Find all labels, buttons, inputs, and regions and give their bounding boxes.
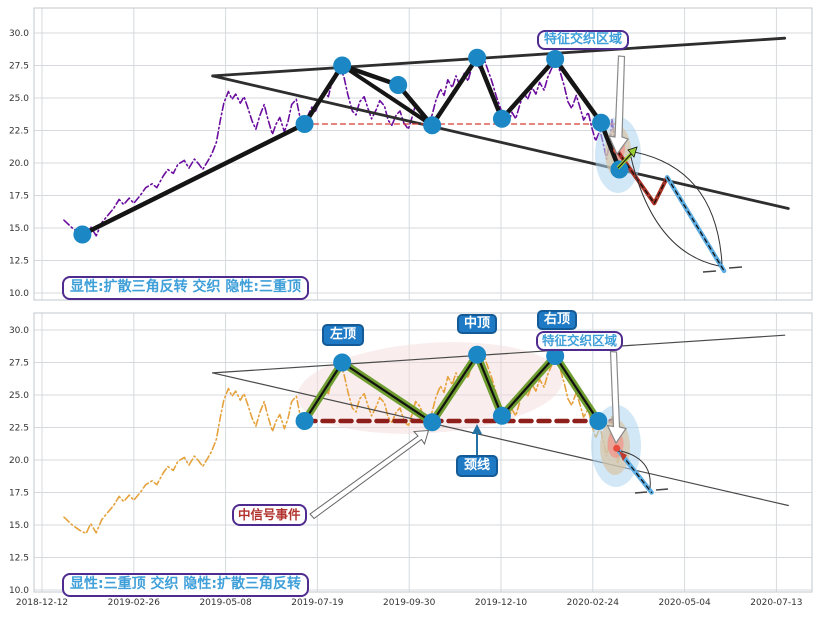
y-tick-label: 12.5	[9, 257, 29, 267]
middle-top-label: 中顶	[457, 314, 498, 335]
x-tick-label: 2020-07-13	[750, 598, 802, 608]
top-pivot-dot	[468, 48, 487, 67]
y-tick-label: 15.0	[9, 224, 29, 234]
y-tick-label: 25.0	[9, 94, 29, 104]
top-pivot-dot	[592, 113, 611, 132]
x-tick-label: 2019-09-30	[383, 598, 436, 608]
y-tick-label: 27.5	[9, 359, 29, 369]
y-tick-label: 15.0	[9, 521, 29, 531]
y-tick-label: 22.5	[9, 424, 29, 434]
y-tick-label: 30.0	[9, 29, 29, 39]
top-upper-trendline	[211, 36, 787, 78]
top-pivot-dot	[73, 225, 92, 244]
top-end-caps	[702, 266, 743, 273]
y-tick-label: 10.0	[9, 289, 29, 299]
bottom-pivot-dot	[546, 347, 565, 365]
y-tick-label: 30.0	[9, 326, 29, 336]
top-pivot-dot	[610, 160, 629, 179]
bottom-pivot-dot	[295, 412, 314, 430]
bottom-region-label: 特征交织区域	[536, 331, 624, 351]
x-tick-label: 2019-07-19	[291, 598, 344, 608]
neckline-label: 颈线	[456, 455, 499, 478]
top-projection-leg-overlay	[666, 176, 725, 272]
y-tick-label: 12.5	[9, 554, 29, 564]
top-breakdown-leg-overlay	[616, 150, 668, 204]
top-pivot-dot	[295, 115, 314, 133]
top-pattern-label: 显性:扩散三角反转 交织 隐性:三重顶	[62, 276, 309, 300]
top-price-line	[63, 59, 624, 238]
y-tick-label: 25.0	[9, 391, 29, 401]
bottom-pivot-dot	[423, 413, 442, 432]
x-tick-label: 2019-12-10	[475, 598, 528, 608]
x-tick-label: 2020-05-04	[658, 598, 711, 608]
bottom-white-arrow	[606, 350, 627, 445]
y-tick-label: 27.5	[9, 62, 29, 72]
mid-signal-arrow	[309, 429, 430, 520]
top-white-arrow	[607, 55, 629, 156]
top-arc-1	[628, 150, 723, 265]
top-pivot-dot	[389, 76, 408, 94]
bottom-pivot-dot	[333, 353, 352, 372]
bottom-pivot-dot	[492, 406, 511, 425]
bottom-price-line	[63, 356, 624, 535]
bottom-end-caps	[634, 488, 669, 494]
bottom-lower-trendline	[212, 372, 789, 507]
x-tick-label: 2020-02-24	[567, 598, 620, 608]
x-tick-label: 2019-05-08	[199, 598, 252, 608]
y-tick-label: 20.0	[9, 159, 29, 169]
bottom-signal-dot	[613, 444, 621, 452]
bottom-arc	[620, 450, 651, 489]
top-arc-2	[629, 152, 720, 267]
bottom-pivot-dot	[589, 412, 608, 430]
top-pattern-zigzag	[80, 55, 622, 237]
y-tick-label: 17.5	[9, 489, 29, 499]
y-tick-label: 17.5	[9, 192, 29, 202]
bottom-mini-red-arrow	[619, 451, 627, 461]
mid-signal-event-label: 中信号事件	[232, 504, 307, 526]
top-pivot-dot	[333, 56, 352, 75]
top-region-label: 特征交织区域	[537, 30, 630, 51]
top-pattern-extra-segment	[340, 63, 435, 128]
top-pivot-dot	[423, 116, 442, 135]
y-tick-label: 10.0	[9, 586, 29, 596]
right-top-label: 右顶	[537, 310, 578, 331]
bottom-pivot-dot	[468, 345, 487, 364]
y-tick-label: 20.0	[9, 456, 29, 466]
top-lower-trendline	[211, 74, 790, 210]
bottom-upper-trendline	[212, 334, 786, 374]
top-pivot-dot	[492, 109, 511, 128]
bottom-pattern-label: 显性:三重顶 交织 隐性:扩散三角反转	[62, 573, 309, 597]
top-pivot-dot	[546, 50, 565, 68]
y-tick-label: 22.5	[9, 127, 29, 137]
x-tick-label: 2018-12-12	[16, 598, 68, 608]
left-top-label: 左顶	[322, 324, 365, 347]
x-tick-label: 2019-02-26	[108, 598, 161, 608]
